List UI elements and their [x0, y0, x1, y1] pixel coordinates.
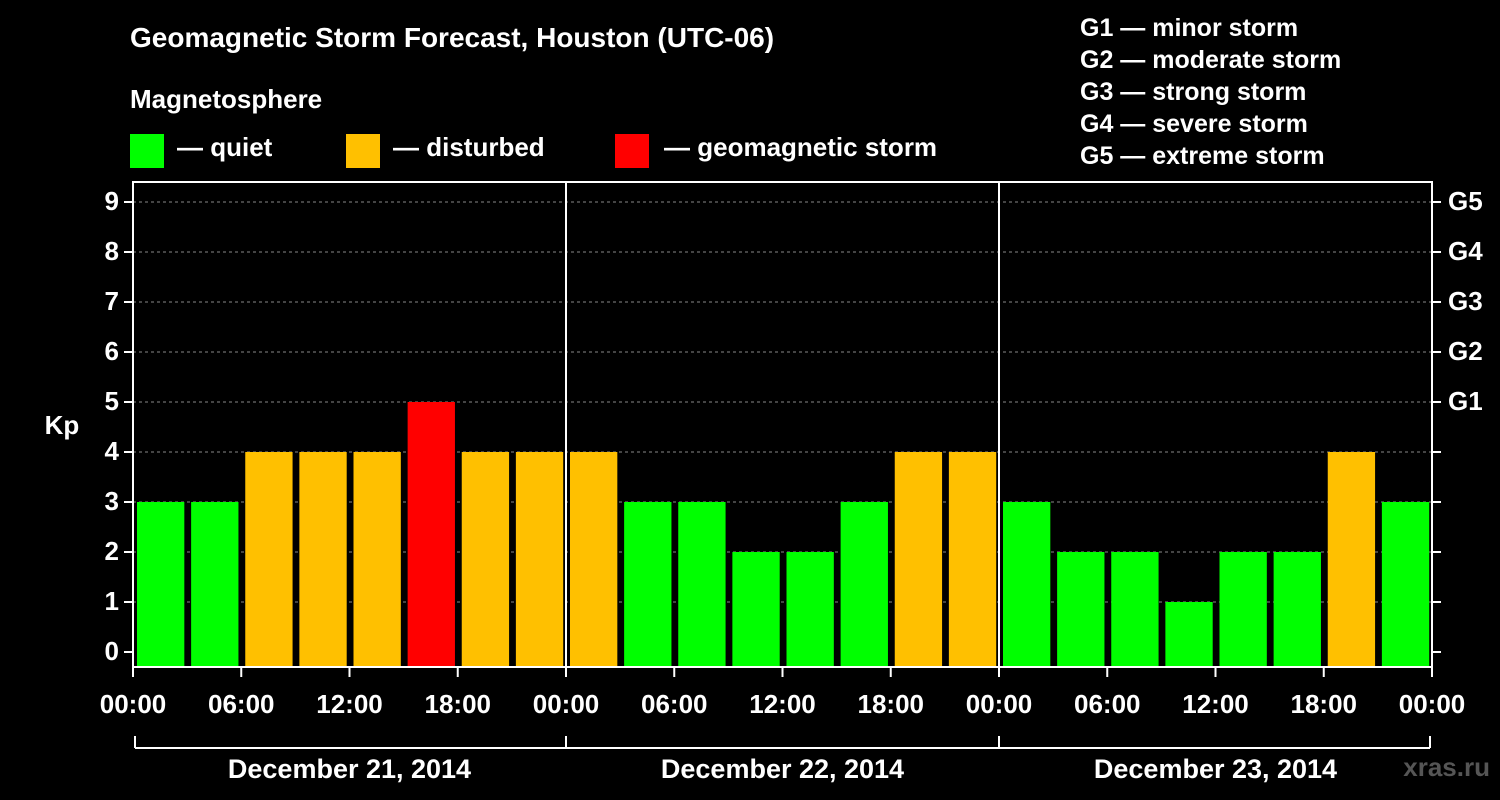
bar-23 — [1381, 502, 1430, 667]
bar-3 — [299, 452, 347, 667]
storm-scale-g3: G3 — strong storm — [1080, 78, 1307, 106]
right-axis-label-G3: G3 — [1448, 286, 1483, 316]
bar-2 — [245, 452, 293, 667]
watermark: xras.ru — [1403, 752, 1490, 782]
x-tick-label-0: 00:00 — [100, 689, 167, 719]
storm-scale-g2: G2 — moderate storm — [1080, 46, 1342, 74]
bar-5 — [407, 402, 455, 667]
bar-7 — [515, 452, 564, 667]
y-tick-label-8: 8 — [105, 236, 119, 266]
y-axis-label: Kp — [45, 410, 80, 440]
legend-label-disturbed: — disturbed — [393, 132, 545, 162]
y-tick-label-6: 6 — [105, 336, 119, 366]
bar-15 — [948, 452, 997, 667]
legend-label-quiet: — quiet — [177, 132, 273, 162]
y-tick-label-4: 4 — [105, 436, 120, 466]
storm-scale-g5: G5 — extreme storm — [1080, 142, 1325, 170]
bar-21 — [1273, 552, 1321, 667]
right-axis-label-G5: G5 — [1448, 186, 1483, 216]
right-axis-label-G1: G1 — [1448, 386, 1483, 416]
x-tick-label-9: 06:00 — [1074, 689, 1141, 719]
y-tick-label-0: 0 — [105, 636, 119, 666]
y-tick-label-2: 2 — [105, 536, 119, 566]
y-tick-label-9: 9 — [105, 186, 119, 216]
bar-10 — [678, 502, 726, 667]
legend-swatch-quiet — [130, 134, 164, 168]
day-label-1: December 22, 2014 — [661, 754, 904, 784]
x-tick-label-3: 18:00 — [425, 689, 492, 719]
day-label-0: December 21, 2014 — [228, 754, 471, 784]
bar-16 — [1003, 502, 1051, 667]
bar-12 — [786, 552, 834, 667]
bar-14 — [894, 452, 943, 667]
bar-11 — [732, 552, 780, 667]
x-tick-label-8: 00:00 — [966, 689, 1033, 719]
storm-scale-g1: G1 — minor storm — [1080, 14, 1299, 42]
x-tick-label-2: 12:00 — [316, 689, 383, 719]
legend-swatch-disturbed — [346, 134, 380, 168]
bar-9 — [624, 502, 672, 667]
y-tick-label-5: 5 — [105, 386, 119, 416]
x-tick-label-11: 18:00 — [1291, 689, 1358, 719]
x-tick-label-7: 18:00 — [858, 689, 925, 719]
x-tick-label-4: 00:00 — [533, 689, 600, 719]
x-tick-label-12: 00:00 — [1399, 689, 1466, 719]
x-tick-label-1: 06:00 — [208, 689, 275, 719]
right-axis-label-G4: G4 — [1448, 236, 1483, 266]
chart-title: Geomagnetic Storm Forecast, Houston (UTC… — [130, 22, 775, 53]
bar-0 — [137, 502, 185, 667]
legend-swatch-storm — [615, 134, 649, 168]
magnetosphere-label: Magnetosphere — [130, 84, 323, 114]
bar-4 — [353, 452, 401, 667]
bar-18 — [1111, 552, 1159, 667]
day-label-2: December 23, 2014 — [1094, 754, 1337, 784]
x-tick-label-5: 06:00 — [641, 689, 708, 719]
bar-20 — [1219, 552, 1267, 667]
bar-22 — [1327, 452, 1376, 667]
x-tick-label-6: 12:00 — [749, 689, 816, 719]
y-tick-label-1: 1 — [105, 586, 119, 616]
bar-19 — [1165, 602, 1213, 667]
legend-label-storm: — geomagnetic storm — [664, 132, 938, 162]
y-tick-label-3: 3 — [105, 486, 119, 516]
bar-6 — [461, 452, 510, 667]
right-axis-label-G2: G2 — [1448, 336, 1483, 366]
y-tick-label-7: 7 — [105, 286, 119, 316]
storm-scale-g4: G4 — severe storm — [1080, 110, 1308, 138]
x-tick-label-10: 12:00 — [1182, 689, 1249, 719]
bar-13 — [840, 502, 888, 667]
bar-1 — [191, 502, 239, 667]
bar-17 — [1057, 552, 1105, 667]
bar-8 — [570, 452, 618, 667]
